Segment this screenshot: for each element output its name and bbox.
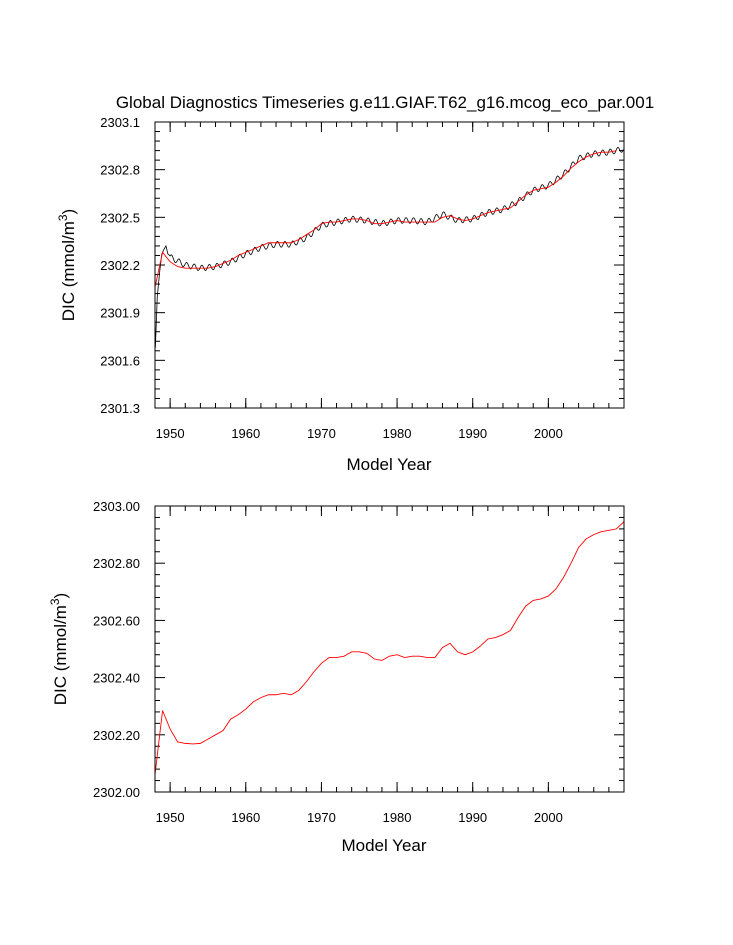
y-tick-label: 2302.00 [93,785,140,800]
y-tick-label: 2302.5 [100,210,140,225]
y-tick-label: 2303.00 [93,499,140,514]
x-tick-label: 1990 [458,810,487,825]
x-tick-label: 1980 [383,810,412,825]
x-tick-label: 1960 [231,810,260,825]
x-tick-label: 2000 [534,810,563,825]
x-tick-label: 1970 [307,426,336,441]
x-axis-label: Model Year [341,836,426,855]
x-tick-label: 1990 [458,426,487,441]
y-axis-label: DIC (mmol/m3) [56,209,78,321]
chart-title: Global Diagnostics Timeseries g.e11.GIAF… [116,93,654,112]
x-tick-label: 1980 [383,426,412,441]
x-tick-label: 1950 [156,426,185,441]
y-tick-label: 2302.2 [100,258,140,273]
x-tick-label: 2000 [534,426,563,441]
y-tick-label: 2302.8 [100,163,140,178]
annual-series-line [154,150,617,288]
y-tick-label: 2301.3 [100,401,140,416]
x-tick-label: 1960 [231,426,260,441]
y-tick-label: 2302.40 [93,671,140,686]
x-tick-label: 1970 [307,810,336,825]
y-tick-label: 2301.6 [100,353,140,368]
bottom-chart: 2302.00 2302.20 2302.40 2302.60 2302.80 2303.… [48,499,625,855]
y-tick-label: 2303.1 [100,115,140,130]
annual-series-line [154,521,625,775]
plot-frame [154,505,625,793]
y-tick-label: 2302.80 [93,556,140,571]
monthly-series-line [154,147,624,348]
y-axis-label: DIC (mmol/m3) [48,593,70,705]
plot-frame [154,121,625,409]
x-axis-label: Model Year [346,455,431,474]
y-tick-label: 2302.20 [93,728,140,743]
y-tick-label: 2302.60 [93,613,140,628]
x-tick-label: 1950 [156,810,185,825]
top-chart: 2301.3 2301.6 2301.9 2302.2 2302.5 2302.8 2303… [56,115,625,474]
y-tick-label: 2301.9 [100,306,140,321]
